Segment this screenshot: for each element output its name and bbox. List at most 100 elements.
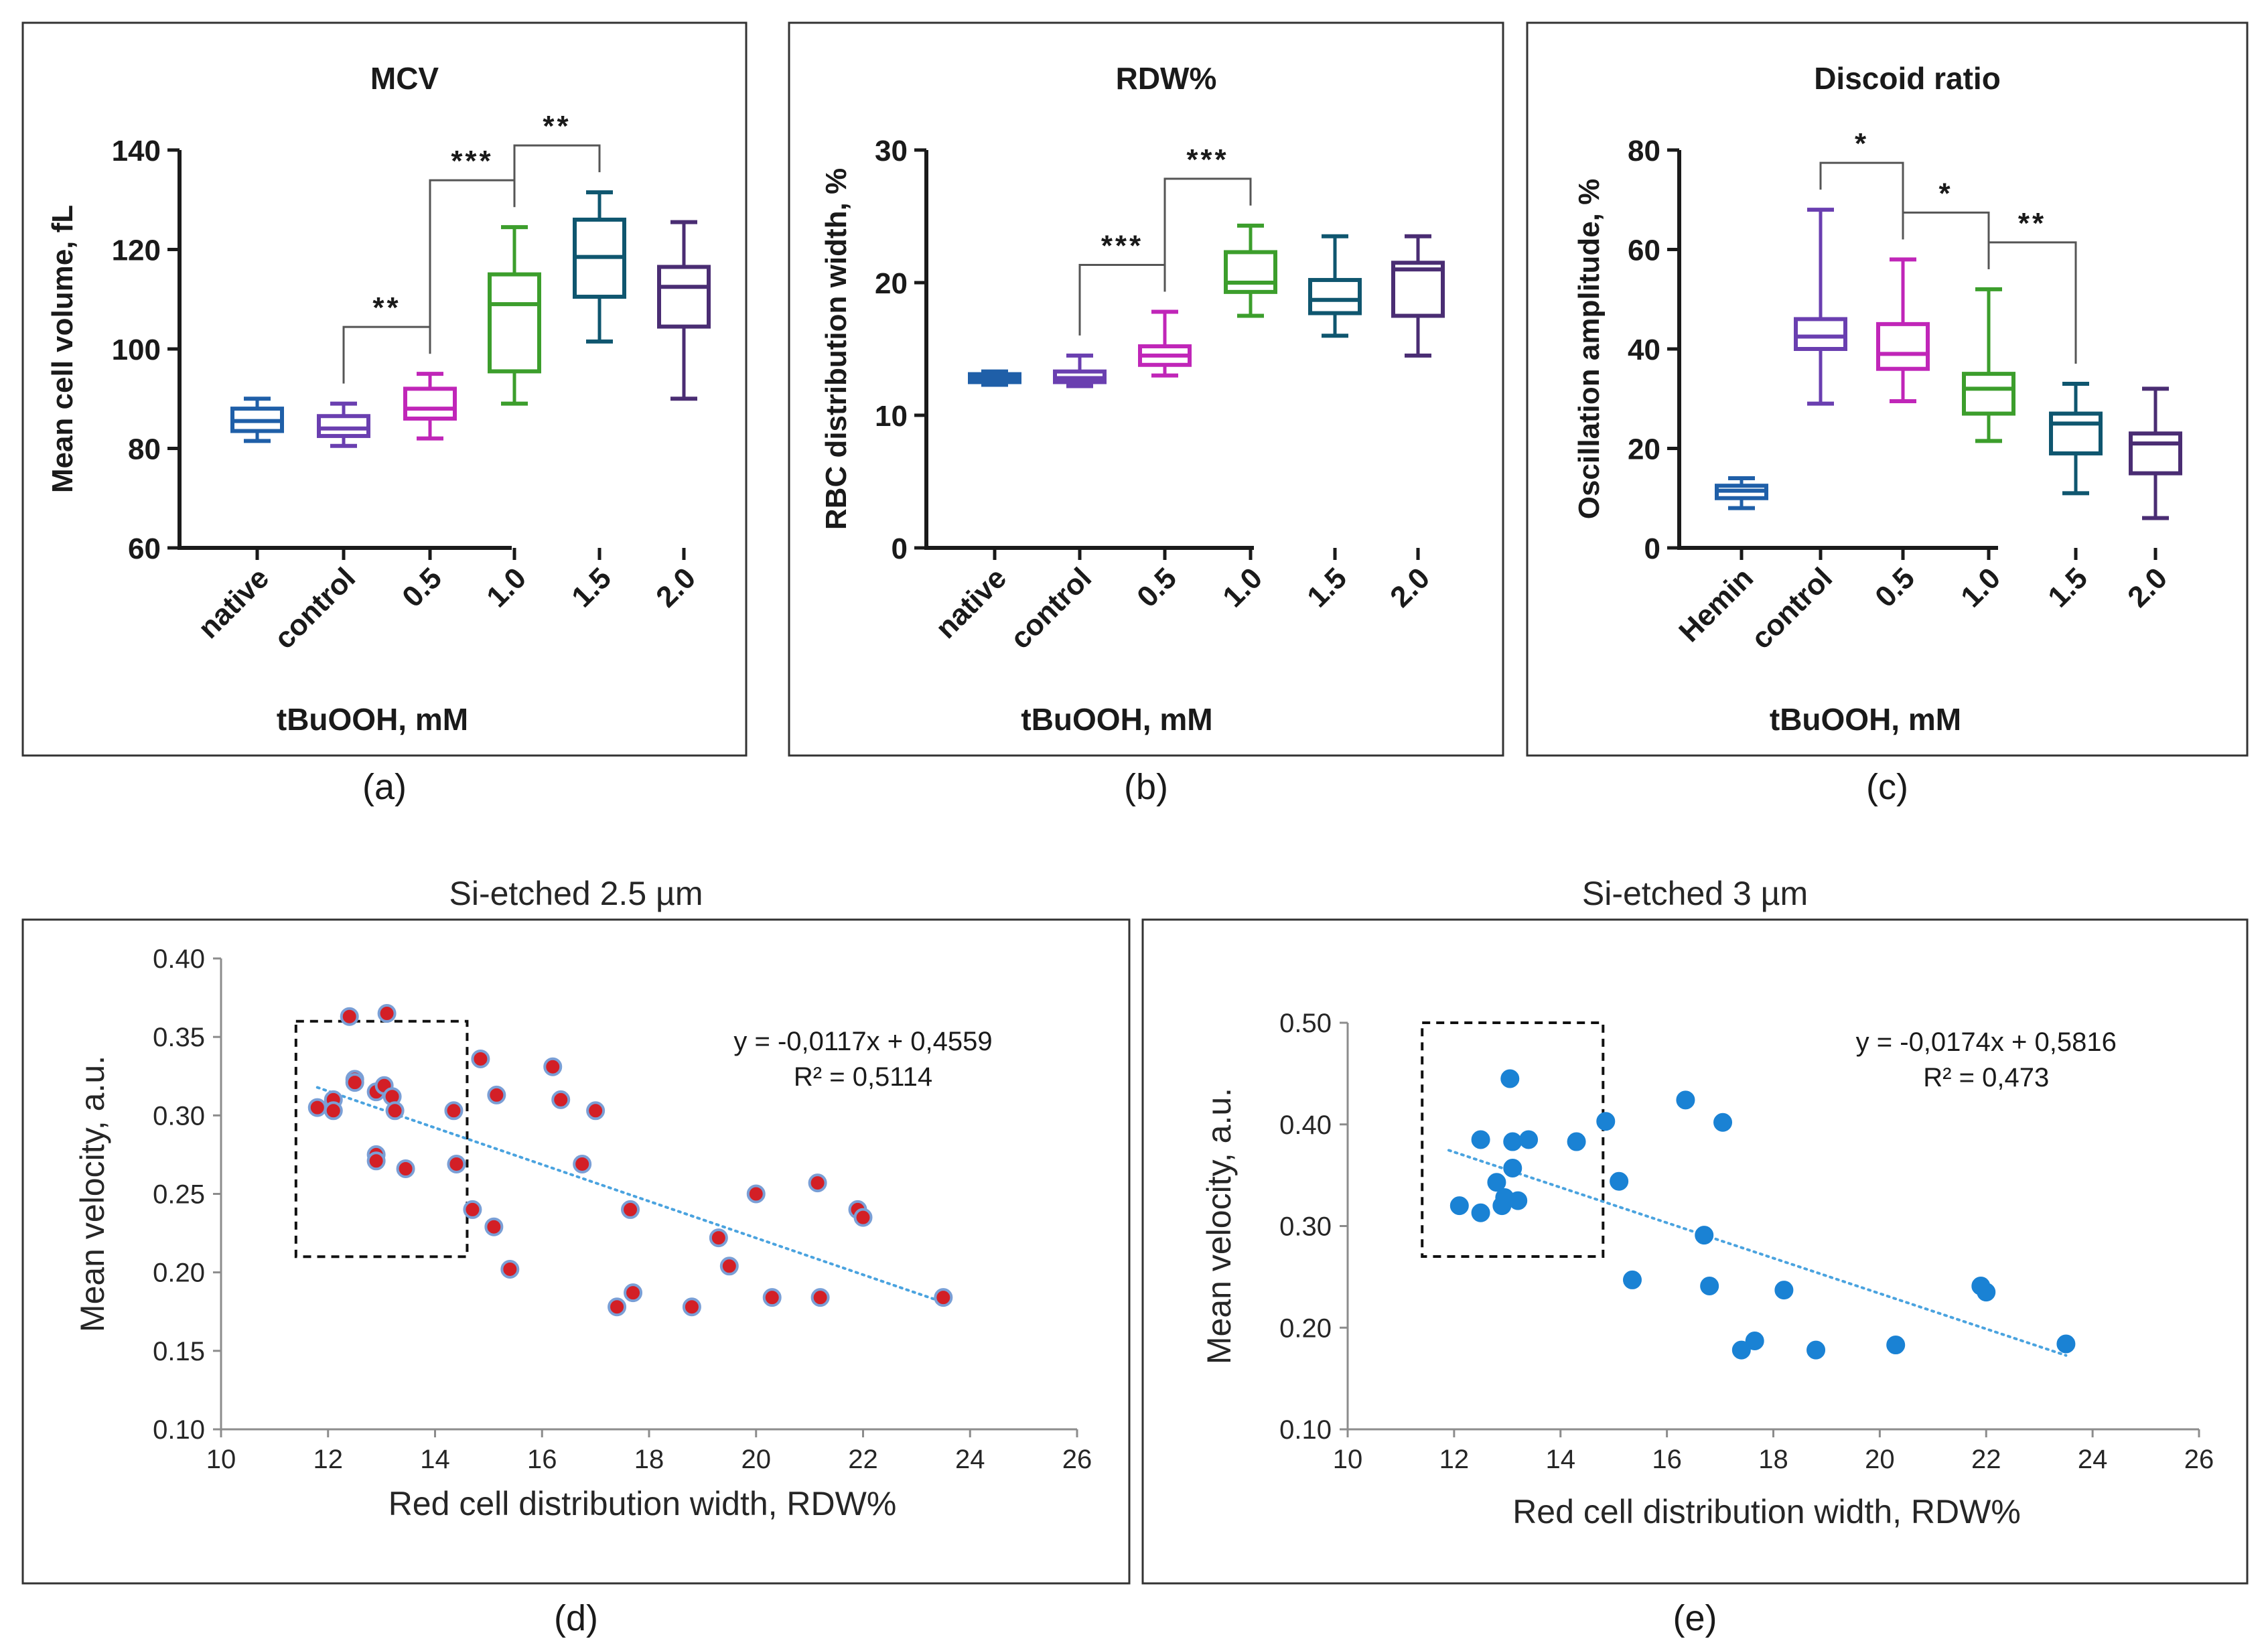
data-point — [719, 1257, 739, 1276]
x-tick-label: 2.0 — [1384, 561, 1436, 614]
x-tick-label: control — [1004, 561, 1098, 655]
data-point — [762, 1288, 782, 1307]
box-Hemin — [1715, 476, 1768, 510]
box-iqr — [1391, 261, 1445, 318]
x-tick-label: 1.0 — [1216, 561, 1269, 614]
box-iqr — [1794, 317, 1847, 352]
bracket-line — [1987, 241, 2077, 364]
data-point — [1503, 1132, 1522, 1151]
data-point — [1886, 1336, 1906, 1355]
chart-title: Discoid ratio — [1814, 61, 2001, 96]
highlight-region — [1421, 1021, 1605, 1259]
data-point — [808, 1173, 827, 1193]
panel-frame — [1526, 21, 2249, 757]
chart-title: MCV — [370, 61, 439, 96]
box-control — [1053, 353, 1107, 388]
y-tick-label: 0.35 — [153, 1023, 205, 1052]
significance-label: ** — [2018, 207, 2046, 240]
box-1.0 — [488, 225, 541, 406]
significance-bracket: ** — [1987, 207, 2077, 364]
data-point — [396, 1159, 415, 1179]
y-axis-label: Mean velocity, a.u. — [74, 1056, 111, 1332]
box-iqr — [1876, 321, 1930, 371]
x-axis-label: tBuOOH, mM — [277, 702, 468, 737]
box-1.5 — [573, 190, 626, 344]
x-axis-label: Red cell distribution width, RDW% — [1512, 1493, 2021, 1530]
data-point — [324, 1101, 343, 1121]
y-axis-label: Mean velocity, a.u. — [1200, 1088, 1238, 1364]
x-tick-label: control — [268, 561, 362, 655]
box-1.5 — [2049, 381, 2103, 496]
x-tick-label: 1.0 — [1955, 561, 2007, 614]
data-point — [444, 1101, 464, 1121]
box-0.5 — [403, 372, 457, 441]
significance-bracket: * — [1819, 127, 1904, 240]
significance-label: *** — [451, 145, 493, 177]
data-point — [1449, 1196, 1469, 1216]
bracket-line — [513, 144, 601, 208]
y-tick-label: 0.30 — [153, 1101, 205, 1131]
box-iqr — [2129, 431, 2182, 476]
data-point — [1471, 1130, 1490, 1149]
y-tick-label: 0 — [892, 532, 908, 565]
box-native — [968, 369, 1021, 387]
data-point — [543, 1057, 563, 1076]
y-tick-label: 10 — [875, 400, 908, 433]
chart-title: Si-etched 3 µm — [1582, 875, 1808, 912]
data-point — [624, 1283, 643, 1303]
data-point — [1713, 1113, 1733, 1132]
x-tick-label: 12 — [1439, 1445, 1470, 1474]
box-iqr — [657, 265, 711, 329]
box-1.0 — [1962, 287, 2015, 443]
panel-b: RDW% 0 10 20 30 RBC distribution width, % nati… — [788, 21, 1504, 757]
data-point — [853, 1208, 873, 1227]
x-tick-label: 22 — [848, 1445, 878, 1474]
x-tick-label: 20 — [1865, 1445, 1895, 1474]
box-iqr — [403, 386, 457, 421]
x-tick-label: 10 — [1333, 1445, 1363, 1474]
data-point — [377, 1004, 397, 1023]
data-point — [340, 1007, 359, 1026]
data-point — [586, 1101, 606, 1121]
data-point — [471, 1049, 490, 1068]
box-control — [317, 401, 370, 448]
significance-bracket: * — [1902, 177, 1990, 269]
data-point — [1519, 1130, 1539, 1149]
y-tick-label: 0.20 — [1279, 1313, 1332, 1343]
panel-a: MCV 60 80 100 120 140 Mean cell volume, fL nati… — [21, 21, 748, 757]
data-point — [682, 1297, 701, 1317]
trendline-equation: y = -0,0174x + 0,5816 — [1856, 1027, 2117, 1057]
data-point — [551, 1090, 571, 1109]
x-tick-label: 22 — [1971, 1445, 2001, 1474]
x-tick-label: 16 — [1652, 1445, 1682, 1474]
y-tick-label: 80 — [1628, 135, 1660, 167]
data-point — [2056, 1334, 2076, 1354]
y-axis-label: RBC distribution width, % — [820, 168, 853, 530]
y-tick-label: 0.15 — [153, 1337, 205, 1366]
x-tick-label: 14 — [420, 1445, 450, 1474]
panel-frame — [1141, 918, 2249, 1585]
significance-label: *** — [1186, 143, 1228, 176]
data-point — [709, 1228, 728, 1248]
data-point — [385, 1101, 405, 1121]
data-point — [447, 1154, 466, 1173]
data-point — [1471, 1203, 1490, 1222]
panel-frame — [21, 918, 1131, 1585]
x-tick-label: 24 — [955, 1445, 985, 1474]
bracket-line — [1078, 264, 1166, 336]
y-tick-label: 40 — [1628, 334, 1660, 366]
x-tick-label: 1.5 — [2042, 561, 2094, 614]
chart-title: Si-etched 2.5 µm — [449, 875, 703, 912]
x-tick-label: 12 — [313, 1445, 344, 1474]
x-tick-label: native — [929, 561, 1013, 645]
data-point — [934, 1288, 953, 1307]
box-native — [230, 397, 284, 443]
x-tick-label: 18 — [634, 1445, 664, 1474]
x-tick-label: 1.5 — [565, 561, 618, 614]
panel-d: 0.10 0.15 0.20 0.25 0.30 0.35 0.40 10 12 14 16 18 20… — [21, 918, 1131, 1585]
y-tick-label: 0.10 — [153, 1415, 205, 1445]
significance-label: *** — [1101, 230, 1143, 263]
data-point — [746, 1184, 766, 1204]
y-tick-label: 0 — [1644, 532, 1660, 565]
panel-label: (a) — [362, 767, 407, 807]
